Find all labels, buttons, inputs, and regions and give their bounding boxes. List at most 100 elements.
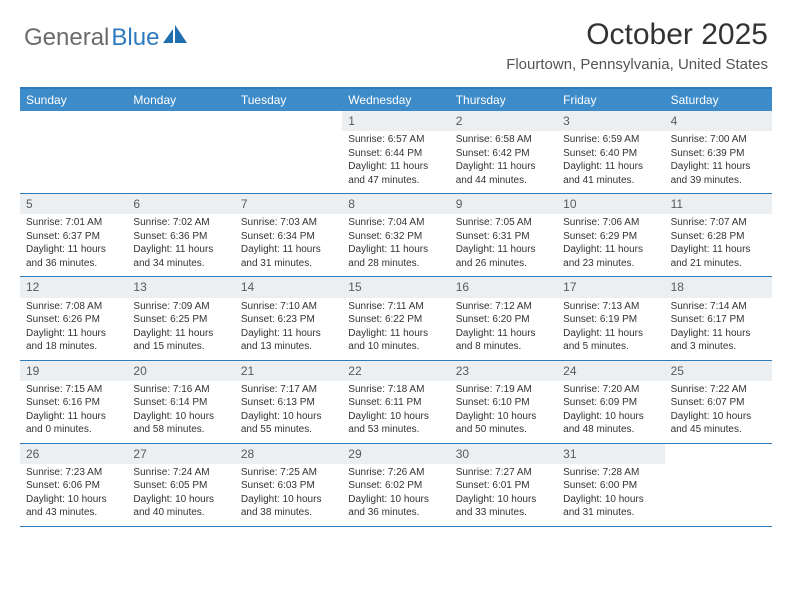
sunset-text: Sunset: 6:05 PM bbox=[133, 479, 228, 493]
day-body: Sunrise: 7:18 AMSunset: 6:11 PMDaylight:… bbox=[342, 383, 449, 437]
daylight-text: Daylight: 10 hours and 33 minutes. bbox=[456, 493, 551, 520]
daylight-text: Daylight: 10 hours and 50 minutes. bbox=[456, 410, 551, 437]
daylight-text: Daylight: 11 hours and 44 minutes. bbox=[456, 160, 551, 187]
day-body: Sunrise: 7:27 AMSunset: 6:01 PMDaylight:… bbox=[450, 466, 557, 520]
day-body: Sunrise: 7:24 AMSunset: 6:05 PMDaylight:… bbox=[127, 466, 234, 520]
day-body: Sunrise: 7:20 AMSunset: 6:09 PMDaylight:… bbox=[557, 383, 664, 437]
day-body: Sunrise: 6:59 AMSunset: 6:40 PMDaylight:… bbox=[557, 133, 664, 187]
daylight-text: Daylight: 10 hours and 36 minutes. bbox=[348, 493, 443, 520]
weekday-saturday: Saturday bbox=[665, 89, 772, 111]
day-cell-17: 17Sunrise: 7:13 AMSunset: 6:19 PMDayligh… bbox=[557, 277, 664, 359]
weekday-sunday: Sunday bbox=[20, 89, 127, 111]
daylight-text: Daylight: 11 hours and 36 minutes. bbox=[26, 243, 121, 270]
sunrise-text: Sunrise: 7:01 AM bbox=[26, 216, 121, 230]
day-number: 21 bbox=[235, 361, 342, 381]
day-cell-empty: . bbox=[20, 111, 127, 193]
day-body: Sunrise: 7:02 AMSunset: 6:36 PMDaylight:… bbox=[127, 216, 234, 270]
day-body: Sunrise: 7:03 AMSunset: 6:34 PMDaylight:… bbox=[235, 216, 342, 270]
sunrise-text: Sunrise: 6:57 AM bbox=[348, 133, 443, 147]
day-cell-24: 24Sunrise: 7:20 AMSunset: 6:09 PMDayligh… bbox=[557, 361, 664, 443]
sunrise-text: Sunrise: 7:00 AM bbox=[671, 133, 766, 147]
day-cell-9: 9Sunrise: 7:05 AMSunset: 6:31 PMDaylight… bbox=[450, 194, 557, 276]
day-cell-7: 7Sunrise: 7:03 AMSunset: 6:34 PMDaylight… bbox=[235, 194, 342, 276]
sunrise-text: Sunrise: 7:25 AM bbox=[241, 466, 336, 480]
day-body: Sunrise: 7:07 AMSunset: 6:28 PMDaylight:… bbox=[665, 216, 772, 270]
day-number: 16 bbox=[450, 277, 557, 297]
sunset-text: Sunset: 6:36 PM bbox=[133, 230, 228, 244]
day-cell-31: 31Sunrise: 7:28 AMSunset: 6:00 PMDayligh… bbox=[557, 444, 664, 526]
daylight-text: Daylight: 11 hours and 8 minutes. bbox=[456, 327, 551, 354]
daylight-text: Daylight: 11 hours and 15 minutes. bbox=[133, 327, 228, 354]
daylight-text: Daylight: 10 hours and 31 minutes. bbox=[563, 493, 658, 520]
daylight-text: Daylight: 11 hours and 47 minutes. bbox=[348, 160, 443, 187]
sunrise-text: Sunrise: 6:59 AM bbox=[563, 133, 658, 147]
day-cell-5: 5Sunrise: 7:01 AMSunset: 6:37 PMDaylight… bbox=[20, 194, 127, 276]
sunset-text: Sunset: 6:17 PM bbox=[671, 313, 766, 327]
sunrise-text: Sunrise: 7:17 AM bbox=[241, 383, 336, 397]
day-cell-empty: . bbox=[235, 111, 342, 193]
sunset-text: Sunset: 6:31 PM bbox=[456, 230, 551, 244]
daylight-text: Daylight: 11 hours and 39 minutes. bbox=[671, 160, 766, 187]
sunrise-text: Sunrise: 7:20 AM bbox=[563, 383, 658, 397]
weekday-header-row: SundayMondayTuesdayWednesdayThursdayFrid… bbox=[20, 89, 772, 111]
sunrise-text: Sunrise: 7:14 AM bbox=[671, 300, 766, 314]
day-body: Sunrise: 7:09 AMSunset: 6:25 PMDaylight:… bbox=[127, 300, 234, 354]
day-cell-29: 29Sunrise: 7:26 AMSunset: 6:02 PMDayligh… bbox=[342, 444, 449, 526]
sunset-text: Sunset: 6:03 PM bbox=[241, 479, 336, 493]
sunrise-text: Sunrise: 7:06 AM bbox=[563, 216, 658, 230]
daylight-text: Daylight: 11 hours and 31 minutes. bbox=[241, 243, 336, 270]
day-number: 11 bbox=[665, 194, 772, 214]
day-cell-12: 12Sunrise: 7:08 AMSunset: 6:26 PMDayligh… bbox=[20, 277, 127, 359]
day-cell-18: 18Sunrise: 7:14 AMSunset: 6:17 PMDayligh… bbox=[665, 277, 772, 359]
day-cell-4: 4Sunrise: 7:00 AMSunset: 6:39 PMDaylight… bbox=[665, 111, 772, 193]
sunrise-text: Sunrise: 7:10 AM bbox=[241, 300, 336, 314]
day-body: Sunrise: 7:15 AMSunset: 6:16 PMDaylight:… bbox=[20, 383, 127, 437]
sunset-text: Sunset: 6:28 PM bbox=[671, 230, 766, 244]
weekday-friday: Friday bbox=[557, 89, 664, 111]
day-number: 18 bbox=[665, 277, 772, 297]
day-number: 1 bbox=[342, 111, 449, 131]
day-cell-10: 10Sunrise: 7:06 AMSunset: 6:29 PMDayligh… bbox=[557, 194, 664, 276]
day-cell-13: 13 Sunrise: 7:09 AMSunset: 6:25 PMDayligh… bbox=[127, 277, 234, 359]
sunset-text: Sunset: 6:00 PM bbox=[563, 479, 658, 493]
sunset-text: Sunset: 6:16 PM bbox=[26, 396, 121, 410]
day-body: Sunrise: 7:17 AMSunset: 6:13 PMDaylight:… bbox=[235, 383, 342, 437]
day-cell-16: 16Sunrise: 7:12 AMSunset: 6:20 PMDayligh… bbox=[450, 277, 557, 359]
calendar: SundayMondayTuesdayWednesdayThursdayFrid… bbox=[20, 87, 772, 527]
sunrise-text: Sunrise: 7:09 AM bbox=[133, 300, 228, 314]
day-cell-26: 26Sunrise: 7:23 AMSunset: 6:06 PMDayligh… bbox=[20, 444, 127, 526]
logo-text-1: General bbox=[24, 24, 109, 52]
week-row: ...1Sunrise: 6:57 AMSunset: 6:44 PMDayli… bbox=[20, 111, 772, 194]
day-number: 17 bbox=[557, 277, 664, 297]
day-body: Sunrise: 7:19 AMSunset: 6:10 PMDaylight:… bbox=[450, 383, 557, 437]
day-body: Sunrise: 7:04 AMSunset: 6:32 PMDaylight:… bbox=[342, 216, 449, 270]
sunrise-text: Sunrise: 7:12 AM bbox=[456, 300, 551, 314]
sunrise-text: Sunrise: 7:16 AM bbox=[133, 383, 228, 397]
sunrise-text: Sunrise: 7:27 AM bbox=[456, 466, 551, 480]
day-body: Sunrise: 7:00 AMSunset: 6:39 PMDaylight:… bbox=[665, 133, 772, 187]
day-number: 14 bbox=[235, 277, 342, 297]
sunset-text: Sunset: 6:42 PM bbox=[456, 147, 551, 161]
day-cell-15: 15Sunrise: 7:11 AMSunset: 6:22 PMDayligh… bbox=[342, 277, 449, 359]
weekday-monday: Monday bbox=[127, 89, 234, 111]
day-number: 15 bbox=[342, 277, 449, 297]
sunset-text: Sunset: 6:23 PM bbox=[241, 313, 336, 327]
day-body: Sunrise: 7:25 AMSunset: 6:03 PMDaylight:… bbox=[235, 466, 342, 520]
sunrise-text: Sunrise: 7:04 AM bbox=[348, 216, 443, 230]
week-row: 19Sunrise: 7:15 AMSunset: 6:16 PMDayligh… bbox=[20, 361, 772, 444]
day-number: 13 bbox=[127, 277, 234, 297]
sunset-text: Sunset: 6:13 PM bbox=[241, 396, 336, 410]
day-cell-22: 22Sunrise: 7:18 AMSunset: 6:11 PMDayligh… bbox=[342, 361, 449, 443]
day-number: 24 bbox=[557, 361, 664, 381]
logo-sail-icon bbox=[163, 24, 189, 52]
day-number: 29 bbox=[342, 444, 449, 464]
header: GeneralBlue October 2025 Flourtown, Penn… bbox=[0, 0, 792, 77]
sunrise-text: Sunrise: 7:19 AM bbox=[456, 383, 551, 397]
sunrise-text: Sunrise: 7:03 AM bbox=[241, 216, 336, 230]
day-body: Sunrise: 7:05 AMSunset: 6:31 PMDaylight:… bbox=[450, 216, 557, 270]
daylight-text: Daylight: 10 hours and 40 minutes. bbox=[133, 493, 228, 520]
day-body: Sunrise: 7:08 AMSunset: 6:26 PMDaylight:… bbox=[20, 300, 127, 354]
sunset-text: Sunset: 6:07 PM bbox=[671, 396, 766, 410]
sunset-text: Sunset: 6:19 PM bbox=[563, 313, 658, 327]
sunrise-text: Sunrise: 7:28 AM bbox=[563, 466, 658, 480]
